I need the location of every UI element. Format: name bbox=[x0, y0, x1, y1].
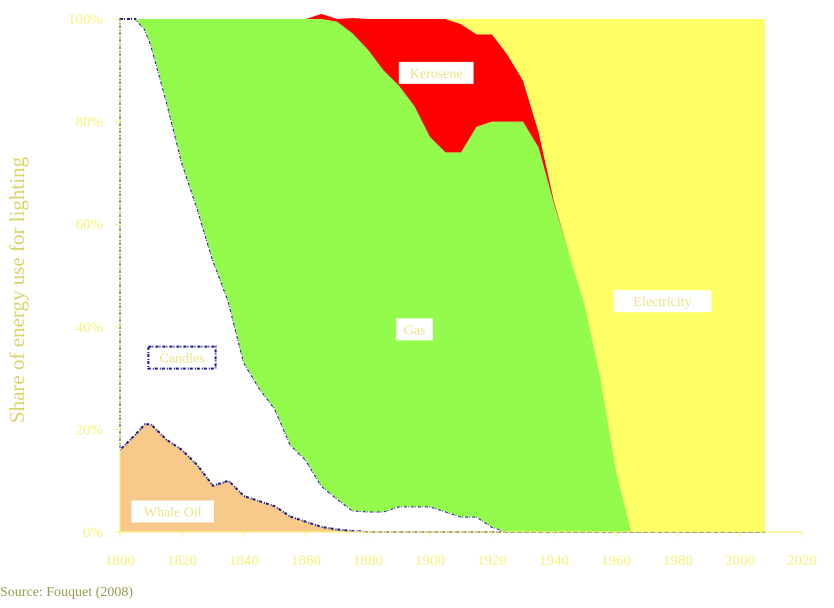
x-tick-label: 1860 bbox=[291, 553, 321, 569]
area-label-gas: Gas bbox=[404, 323, 426, 338]
y-tick-label: 0% bbox=[83, 525, 103, 541]
x-tick-label: 1840 bbox=[229, 553, 259, 569]
y-tick-label: 20% bbox=[76, 422, 104, 438]
x-tick-label: 1940 bbox=[539, 553, 569, 569]
chart-areas bbox=[119, 13, 765, 533]
x-tick-label: 1960 bbox=[601, 553, 631, 569]
y-tick-label: 40% bbox=[76, 320, 104, 336]
x-tick-label: 1980 bbox=[663, 553, 693, 569]
y-tick-label: 60% bbox=[76, 217, 104, 233]
x-tick-label: 1820 bbox=[167, 553, 197, 569]
area-label-candles: Candles bbox=[159, 352, 204, 367]
chart-ticks: 1800 1820 1840 1860 1880 1900 1920 1940 1960 1980… bbox=[68, 12, 817, 569]
x-tick-label: 1880 bbox=[353, 553, 383, 569]
area-electricity bbox=[120, 13, 765, 533]
source-note: Source: Fouquet (2008) bbox=[0, 585, 133, 600]
area-label-box bbox=[131, 500, 214, 523]
chart-axes bbox=[119, 19, 802, 533]
area-label-whale-oil: Whale Oil bbox=[144, 505, 202, 520]
x-tick-label: 1920 bbox=[477, 553, 507, 569]
chart-area-labels: Candles Whale Oil Gas Kerosene Electricity bbox=[131, 61, 712, 523]
area-kerosene bbox=[120, 13, 765, 533]
y-axis-label: Share of energy use for lighting bbox=[5, 156, 29, 423]
area-label-box bbox=[396, 318, 433, 341]
area-label-kerosene: Kerosene bbox=[410, 67, 463, 82]
area-label-box bbox=[613, 290, 712, 313]
area-gas bbox=[120, 19, 765, 532]
y-tick-label: 100% bbox=[68, 12, 103, 28]
x-tick-label: 2020 bbox=[787, 553, 817, 569]
area-label-electricity: Electricity bbox=[633, 295, 691, 310]
area-label-box bbox=[398, 61, 474, 84]
x-tick-label: 1900 bbox=[415, 553, 445, 569]
x-tick-label: 2000 bbox=[725, 553, 755, 569]
area-label-box bbox=[147, 345, 217, 370]
y-tick-label: 80% bbox=[76, 115, 104, 131]
x-tick-label: 1800 bbox=[105, 553, 135, 569]
